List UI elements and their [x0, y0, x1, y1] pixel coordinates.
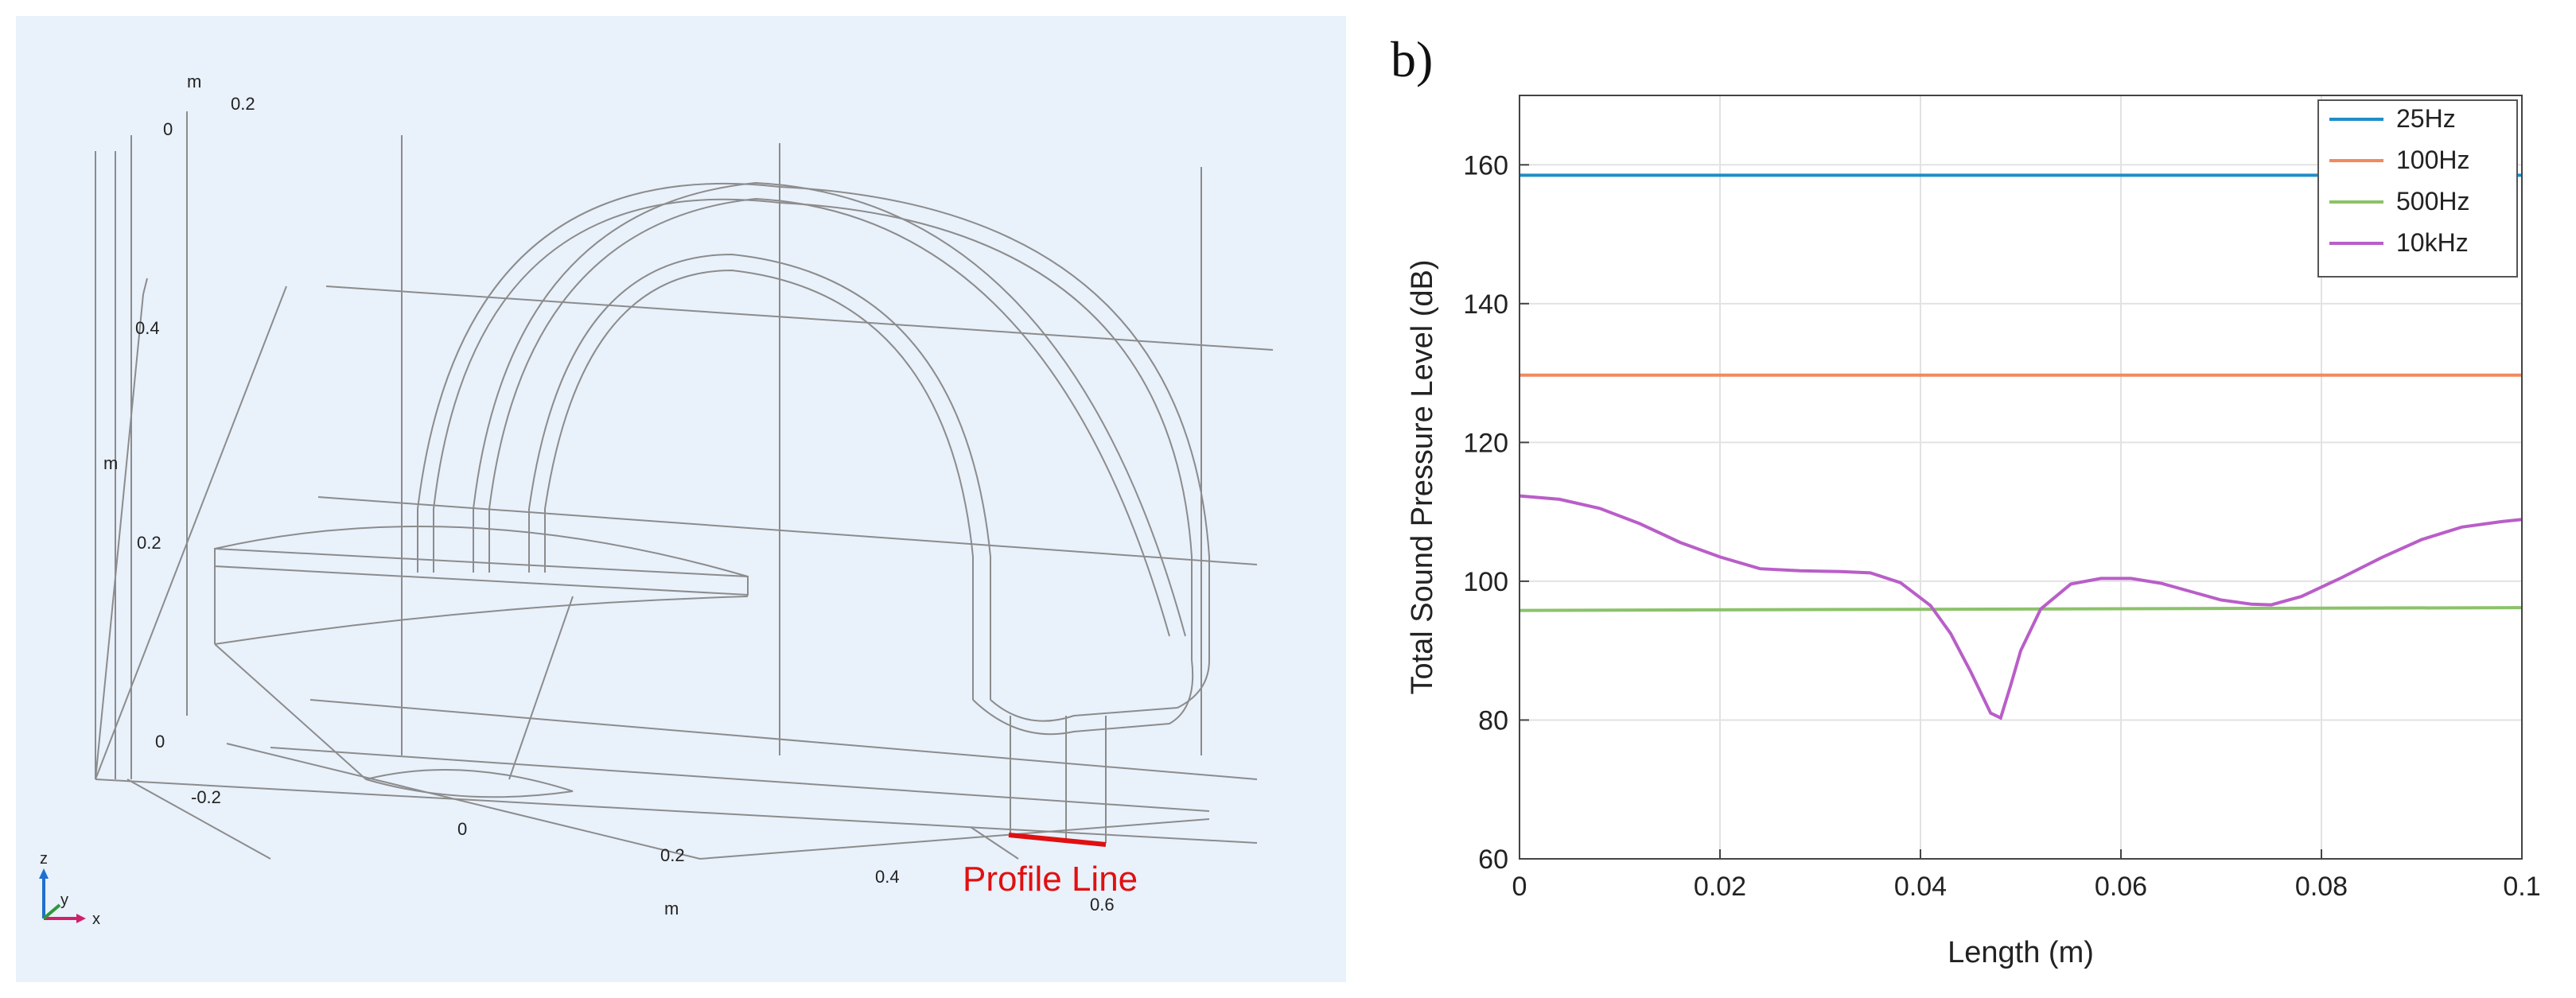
plot-frame [1519, 95, 2523, 860]
chart-svg: 0 0.02 0.04 0.06 0.08 0.1 60 80 100 120 140 160 Len… [1406, 95, 2541, 969]
grid-line [95, 285, 287, 780]
x-tick-label: 0.02 [1694, 872, 1746, 902]
arch-bottom-loop [990, 659, 1210, 722]
grid-line [142, 278, 148, 295]
x-tick-label: 0 [457, 819, 467, 839]
arch-bottom-loop-inner [972, 659, 1194, 736]
outer-arch [417, 183, 1210, 660]
grid-line [95, 779, 1258, 844]
profile-line [1008, 833, 1107, 847]
triad-y-axis [42, 903, 61, 920]
outer-arch-inner [433, 198, 1193, 660]
cylinder-top-rim [214, 547, 749, 596]
y-tick-label: 100 [1463, 567, 1508, 597]
z-tick-label: 0.2 [137, 533, 161, 553]
x-tick-label: 0.06 [2095, 872, 2147, 902]
spl-chart: 0 0.02 0.04 0.06 0.08 0.1 60 80 100 120 140 160 Len… [1384, 0, 2576, 998]
tick-layer: 0 0.02 0.04 0.06 0.08 0.1 60 80 100 120 140 160 [1463, 150, 2540, 902]
panel-b-label: b) [1391, 31, 1434, 87]
y-tick-label: 0 [163, 119, 173, 139]
legend-label: 10kHz [2396, 228, 2469, 257]
cylinder-top-edge [214, 526, 749, 577]
profile-line-label: Profile Line [963, 860, 1138, 899]
y-axis-title: Total Sound Pressure Level (dB) [1406, 259, 1439, 694]
y-tick-label: 0.2 [231, 94, 255, 114]
inner-arch-inner [544, 269, 974, 700]
axis-unit-label-z: m [103, 453, 118, 473]
grid-line [325, 285, 1274, 351]
axis-unit-label: m [187, 72, 201, 91]
grid-line [970, 826, 1019, 860]
axis-unit-label-x: m [664, 899, 679, 918]
cone-left-edge [214, 643, 367, 780]
legend-label: 100Hz [2396, 146, 2470, 174]
grid-line [270, 747, 1210, 812]
cylinder-lower-curve [214, 596, 749, 645]
middle-arch-inner [488, 197, 1170, 637]
grid-line [126, 779, 271, 860]
x-tick-label: 0.08 [2295, 872, 2348, 902]
legend-box [2317, 99, 2518, 278]
cone-base-ellipse [365, 769, 574, 798]
inner-arch [528, 253, 991, 700]
y-tick-label: 140 [1463, 289, 1508, 320]
x-tick-label: 0.6 [1090, 895, 1115, 915]
orientation-triad: z y x [39, 850, 100, 928]
y-tick-label: 60 [1478, 845, 1508, 875]
legend-label: 500Hz [2396, 187, 2470, 216]
z-tick-label: 0 [155, 732, 165, 751]
legend-label: 25Hz [2396, 104, 2456, 133]
triad-z-label: z [40, 850, 48, 868]
middle-arch [473, 181, 1186, 637]
z-tick-label: 0.4 [135, 318, 160, 338]
grid-line [699, 818, 1210, 860]
geometry-wireframe: m 0.2 0 0.4 m 0.2 0 -0.2 0 0.2 0.4 0.6 m… [39, 72, 1274, 928]
series-line-10kHz [1519, 494, 2523, 720]
grid-line [95, 293, 144, 780]
y-tick-label: 80 [1478, 705, 1508, 736]
grid-line [317, 496, 1258, 565]
x-tick-label: 0.2 [660, 845, 685, 865]
cone-right-edge [508, 596, 574, 780]
grid-line [226, 743, 701, 860]
y-tick-label: 160 [1463, 150, 1508, 181]
x-tick-label: 0.4 [875, 867, 900, 887]
x-tick-label: 0 [1512, 872, 1527, 902]
y-tick-label: 120 [1463, 428, 1508, 458]
triad-y-label: y [60, 891, 68, 909]
series-line-500Hz [1519, 606, 2523, 612]
x-tick-label: 0.04 [1894, 872, 1947, 902]
x-tick-label: -0.2 [191, 787, 221, 807]
x-tick-label: 0.1 [2503, 872, 2540, 902]
grid-line [309, 699, 1258, 780]
triad-x-label: x [92, 911, 100, 928]
x-axis-title: Length (m) [1948, 936, 2094, 969]
geometry-viewport[interactable]: m 0.2 0 0.4 m 0.2 0 -0.2 0 0.2 0.4 0.6 m… [16, 16, 1346, 982]
legend: 25Hz 100Hz 500Hz 10kHz [2317, 99, 2518, 278]
